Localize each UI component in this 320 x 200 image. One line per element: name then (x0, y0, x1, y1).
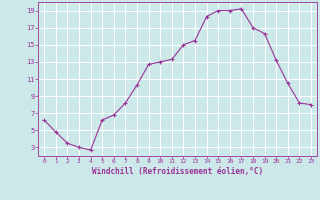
X-axis label: Windchill (Refroidissement éolien,°C): Windchill (Refroidissement éolien,°C) (92, 167, 263, 176)
